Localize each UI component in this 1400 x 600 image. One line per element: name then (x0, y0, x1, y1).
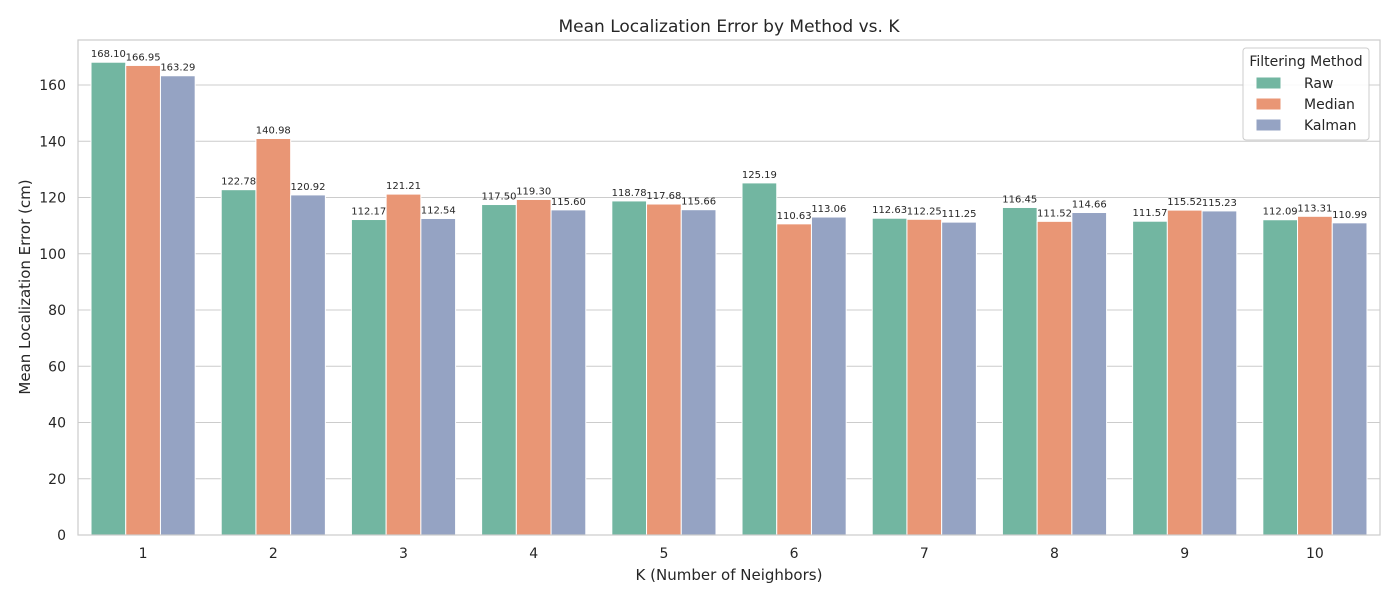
bar-kalman (941, 221, 977, 536)
data-label: 168.10 (91, 49, 126, 60)
bar-raw (1132, 220, 1168, 536)
data-label: 117.50 (481, 192, 516, 203)
bar-median (906, 218, 943, 536)
x-axis-label: K (Number of Neighbors) (636, 566, 823, 584)
data-label: 140.98 (256, 125, 291, 136)
bar-raw (1001, 206, 1038, 536)
bar-median (646, 203, 682, 536)
y-tick-label: 20 (48, 472, 66, 488)
x-ticks: 1 2 3 4 5 6 7 8 9 10 (139, 546, 1324, 562)
data-label: 114.66 (1072, 200, 1107, 211)
data-label: 112.25 (907, 206, 942, 217)
x-tick-label: 3 (399, 546, 408, 562)
data-label: 112.09 (1263, 207, 1298, 218)
bar-median (776, 223, 812, 536)
data-label: 113.06 (811, 204, 846, 215)
bar-kalman (810, 216, 847, 536)
data-label: 112.17 (351, 207, 386, 218)
legend-label-kalman: Kalman (1304, 118, 1357, 134)
bar-median (515, 198, 552, 536)
y-tick-label: 140 (39, 134, 66, 150)
data-label: 115.23 (1202, 198, 1237, 209)
data-label: 118.78 (612, 188, 647, 199)
bar-kalman (680, 209, 717, 536)
bar-raw (90, 61, 127, 536)
y-tick-label: 60 (48, 359, 66, 375)
data-label: 125.19 (742, 170, 777, 181)
legend: Filtering Method Raw Median Kalman (1242, 47, 1370, 141)
data-label: 110.99 (1332, 210, 1367, 221)
legend-title: Filtering Method (1249, 54, 1362, 70)
bar-kalman (290, 194, 326, 536)
bars (90, 61, 1368, 536)
x-tick-label: 7 (920, 546, 929, 562)
y-axis-label: Mean Localization Error (cm) (16, 179, 34, 394)
legend-swatch-kalman (1255, 118, 1282, 132)
bar-median (255, 137, 292, 536)
bar-raw (741, 182, 778, 536)
y-tick-label: 80 (48, 303, 66, 319)
bar-raw (481, 204, 517, 536)
x-tick-label: 10 (1306, 546, 1324, 562)
data-label: 110.63 (777, 211, 812, 222)
y-tick-label: 160 (39, 78, 66, 94)
data-label: 116.45 (1002, 194, 1037, 205)
y-ticks: 0 20 40 60 80 100 120 140 160 (39, 78, 66, 544)
bar-median (1166, 209, 1203, 536)
data-label: 112.63 (872, 205, 907, 216)
bar-median (1297, 215, 1333, 536)
data-label: 119.30 (516, 186, 551, 197)
bar-raw (350, 219, 387, 536)
y-tick-label: 100 (39, 247, 66, 263)
bar-median (125, 64, 161, 536)
data-label: 115.52 (1167, 197, 1202, 208)
bar-raw (1262, 219, 1299, 536)
bar-raw (871, 217, 908, 536)
data-label: 163.29 (160, 63, 195, 74)
x-tick-label: 9 (1180, 546, 1189, 562)
data-label: 113.31 (1297, 203, 1332, 214)
data-label: 111.57 (1132, 208, 1167, 219)
data-label: 111.52 (1037, 208, 1072, 219)
bar-kalman (1201, 210, 1238, 536)
data-label: 115.60 (551, 197, 586, 208)
bar-raw (611, 200, 648, 536)
x-tick-label: 5 (659, 546, 668, 562)
y-tick-label: 0 (57, 528, 66, 544)
x-tick-label: 6 (790, 546, 799, 562)
bar-median (1036, 220, 1073, 536)
legend-box (1242, 47, 1370, 141)
bar-kalman (420, 217, 457, 536)
legend-swatch-median (1255, 97, 1282, 111)
bar-kalman (1071, 212, 1108, 536)
x-tick-label: 8 (1050, 546, 1059, 562)
data-label: 117.68 (646, 191, 681, 202)
x-tick-label: 4 (529, 546, 538, 562)
legend-swatch-raw (1255, 76, 1282, 90)
bar-kalman (159, 75, 196, 536)
bar-median (385, 193, 422, 536)
bar-raw (220, 189, 257, 536)
bar-kalman (1331, 222, 1368, 536)
data-label: 112.54 (421, 205, 456, 216)
data-label: 120.92 (291, 182, 326, 193)
legend-items: Raw Median Kalman (1255, 76, 1357, 134)
x-tick-label: 1 (139, 546, 148, 562)
x-tick-label: 2 (269, 546, 278, 562)
bar-kalman (550, 209, 587, 536)
legend-label-median: Median (1304, 97, 1355, 113)
plot-frame (77, 39, 1381, 536)
y-tick-label: 120 (39, 191, 66, 207)
data-label: 115.66 (681, 197, 716, 208)
chart-title: Mean Localization Error by Method vs. K (559, 17, 901, 37)
data-label: 121.21 (386, 181, 421, 192)
data-label: 111.25 (942, 209, 977, 220)
y-tick-label: 40 (48, 416, 66, 432)
legend-label-raw: Raw (1304, 76, 1333, 92)
data-label: 166.95 (126, 52, 161, 63)
data-label: 122.78 (221, 177, 256, 188)
